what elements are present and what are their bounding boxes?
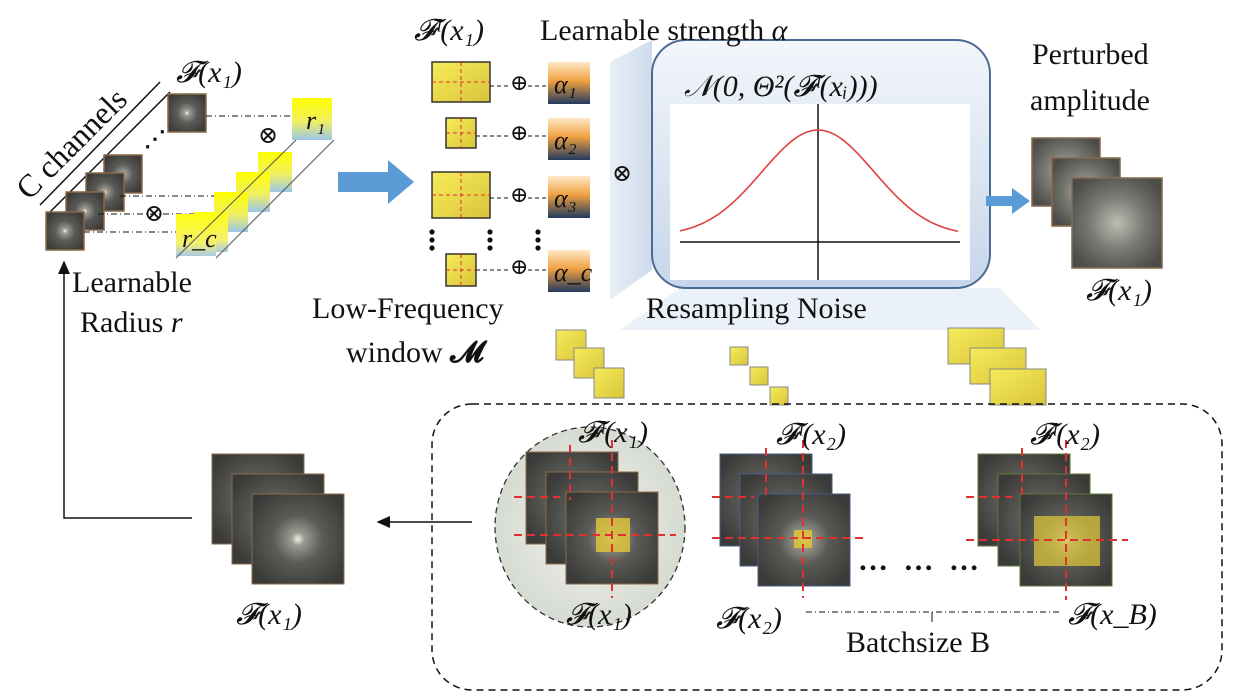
radius-stack-edge [215,139,335,259]
input-spectrum-label: 𝓕(x₁) [176,56,242,89]
gaussian-curve [679,129,959,233]
oplus-symbol: ⊕ [510,182,529,207]
batch-fl-x2-label: 𝓕ˡ(x₂) [776,418,846,451]
batch-f-x2-label: 𝓕(x₂) [716,602,782,635]
spectrum-tile [45,211,85,251]
batch-f-x1-label: 𝓕(x₁) [566,598,632,631]
alpha-2-label: α₂ [554,126,577,155]
alpha-tile [548,118,590,160]
radius-tiles [175,98,335,259]
otimes-symbol: ⊗ [144,201,165,227]
learnable-radius-label-1: Learnable [72,266,192,299]
alpha-tile [548,62,590,104]
perturbed-label-2: amplitude [1030,84,1150,117]
noise-formula: 𝒩(0, Θ²(𝓕ˡ(xᵢ))) [684,70,878,103]
alpha-tile [548,250,590,292]
vertical-ellipsis [429,229,541,251]
output-stack [211,453,345,585]
batch-f-xb-label: 𝓕(x_B) [1068,598,1157,631]
noise-plot-area [670,104,970,280]
radius-tile [176,214,216,256]
radius-r1-label: r₁ [306,106,326,135]
floating-window-tiles [555,327,1047,406]
c-channels-bracket-outer [39,81,161,206]
projection-fan [610,40,652,300]
resampling-noise-label: Resampling Noise [646,292,867,325]
radius-stack-edge [175,139,297,259]
batch-fl-x1-label: 𝓕ˡ(x₁) [578,416,648,449]
window-fl-label: 𝓕ˡ(x₁) [414,14,484,47]
blue-arrow-right-small [986,188,1030,214]
low-frequency-label-1: Low-Frequency [312,292,504,325]
feedback-arrow [58,260,192,519]
otimes-symbol: ⊗ [258,123,279,149]
alpha-c-label: α_c [554,258,593,287]
batch-ellipsis: … … … [858,544,983,577]
window-column [429,61,590,292]
batchsize-label: Batchsize B [846,626,991,659]
stack-ellipsis: ⋰ [144,126,166,151]
batch-box [431,403,1223,691]
batch-fl-xb-label: 𝓕ˡ(x₂) [1030,418,1100,451]
projection-fan-lower [620,288,1040,330]
radius-rc-label: r_c [182,224,217,253]
perturbed-stack [1031,137,1163,269]
sample-stack-2 [712,440,866,598]
learnable-radius-label-2: Radius r [80,306,183,339]
learnable-strength-label: Learnable strength α [540,14,788,47]
alpha-1-label: α₁ [554,70,577,99]
perturbed-label-1: Perturbed [1032,38,1149,71]
spectrum-tile [167,93,207,133]
channel-stack [39,81,294,251]
alpha-3-label: α₃ [554,184,577,213]
output-spectrum-label: 𝓕(x₁) [236,598,302,631]
sample-stack-b [966,440,1128,600]
oplus-symbol: ⊕ [510,120,529,145]
sample-stack-1 [514,440,676,598]
radius-tile [292,98,332,140]
oplus-symbol: ⊕ [510,254,529,279]
otimes-symbol: ⊗ [612,161,633,187]
alpha-tile [548,176,590,218]
blue-arrow-right [338,160,414,204]
perturbed-spectrum-label: 𝓕(x₁) [1086,274,1152,307]
oplus-symbol: ⊕ [510,70,529,95]
low-frequency-label-2: window 𝓜 [346,336,484,369]
